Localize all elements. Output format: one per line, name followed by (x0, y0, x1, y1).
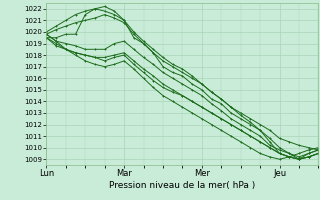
X-axis label: Pression niveau de la mer( hPa ): Pression niveau de la mer( hPa ) (109, 181, 256, 190)
